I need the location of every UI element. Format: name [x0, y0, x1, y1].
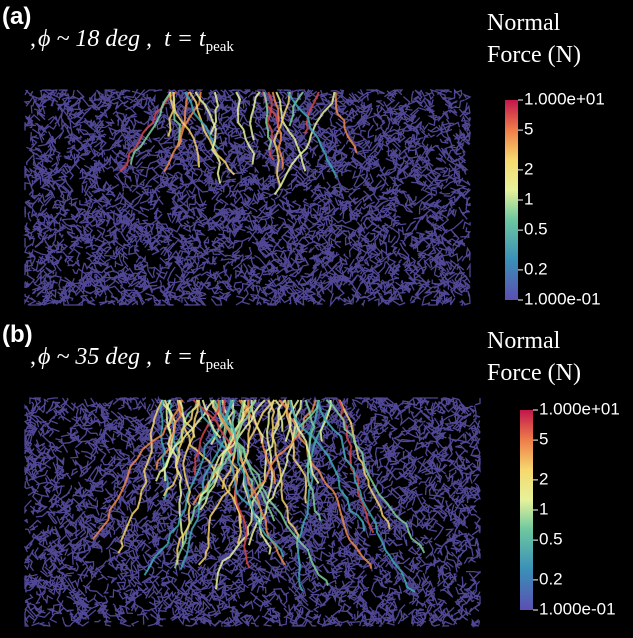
- contact-network: [23, 395, 482, 629]
- force-chain: [188, 91, 236, 176]
- colorbar-tick-label: 2: [524, 159, 533, 178]
- force-chain: [193, 399, 221, 475]
- panel: (a),ϕ ~ 18 deg , t = tpeak Normal Force (N)…: [2, 3, 605, 308]
- force-chain: [199, 399, 247, 511]
- colorbar-title: Force (N): [487, 42, 581, 68]
- force-chain: [286, 91, 338, 178]
- force-chain: [176, 399, 199, 565]
- colorbar-tick-label: 0.2: [524, 259, 548, 278]
- caption-prefix: ,: [30, 26, 36, 52]
- colorbar-tick-label: 1.000e-01: [539, 599, 616, 618]
- force-chain: [172, 91, 201, 168]
- force-chain: [216, 399, 286, 566]
- force-chain: [284, 399, 308, 504]
- force-chain: [265, 399, 275, 499]
- caption-subscript: peak: [206, 357, 235, 373]
- force-chain: [284, 399, 300, 442]
- force-chain: [266, 91, 275, 161]
- force-chain: [163, 399, 173, 432]
- force-chain: [274, 399, 284, 432]
- panel-caption: ,ϕ ~ 35 deg , t = tpeak: [30, 344, 234, 373]
- force-chain: [209, 91, 220, 136]
- caption-prefix: ,: [30, 344, 36, 370]
- colorbar-tick-label: 1: [524, 189, 533, 208]
- force-chain: [235, 91, 256, 165]
- colorbar: [505, 100, 518, 300]
- panel-label: (a): [2, 3, 31, 30]
- force-chain: [271, 91, 284, 170]
- caption-angle: ϕ ~ 35 deg ,: [38, 344, 152, 370]
- colorbar-title: Force (N): [487, 360, 581, 386]
- force-chain: [304, 399, 322, 521]
- force-chain: [338, 399, 391, 530]
- force-chain: [178, 399, 196, 438]
- force-chain: [249, 91, 261, 141]
- force-chain: [117, 399, 164, 554]
- force-chain: [163, 399, 172, 482]
- force-chain: [201, 399, 222, 439]
- colorbar-tick-label: 1: [539, 499, 548, 518]
- caption-subscript: peak: [206, 39, 235, 55]
- force-chain: [92, 399, 182, 540]
- colorbar-tick-label: 5: [539, 430, 548, 449]
- force-chain: [275, 91, 307, 172]
- panel-caption: ,ϕ ~ 18 deg , t = tpeak: [30, 26, 234, 55]
- caption-angle: ϕ ~ 18 deg ,: [38, 26, 152, 52]
- force-chain: [288, 399, 366, 532]
- caption-time: t = t: [164, 26, 207, 52]
- force-chain: [246, 399, 317, 501]
- panel-label: (b): [2, 321, 33, 348]
- force-chain: [273, 399, 290, 430]
- force-chain: [159, 399, 169, 501]
- force-chain: [272, 91, 291, 187]
- force-chain: [288, 91, 304, 127]
- force-chain: [129, 91, 172, 165]
- colorbar-tick-label: 0.5: [524, 220, 548, 239]
- force-chain: [155, 399, 184, 470]
- force-chain: [199, 399, 256, 503]
- force-chain: [167, 91, 175, 137]
- colorbar-title: Normal: [487, 328, 561, 354]
- force-chain: [179, 399, 236, 570]
- colorbar-tick-label: 1.000e-01: [524, 289, 601, 308]
- force-chain: [194, 91, 222, 184]
- force-chain: [219, 400, 285, 558]
- contact-network: [22, 88, 472, 308]
- colorbar-tick-label: 5: [524, 120, 533, 139]
- caption-time: t = t: [164, 344, 207, 370]
- colorbar-tick-label: 2: [539, 469, 548, 488]
- force-chain: [316, 399, 416, 593]
- colorbar: [520, 410, 533, 610]
- force-chain: [334, 91, 358, 154]
- colorbar-tick-label: 0.5: [539, 530, 563, 549]
- colorbar-tick-label: 0.2: [539, 569, 563, 588]
- force-chain: [325, 399, 426, 554]
- force-chain: [296, 399, 319, 592]
- colorbar-title: Normal: [487, 10, 561, 36]
- force-chain: [267, 399, 300, 548]
- force-chain: [215, 399, 286, 590]
- panel: (b),ϕ ~ 35 deg , t = tpeak Normal Force (N)…: [2, 321, 620, 629]
- force-chain: [263, 91, 273, 150]
- force-chain: [161, 399, 185, 548]
- force-chain: [162, 399, 200, 497]
- force-chain: [273, 91, 336, 196]
- colorbar-tick-label: 1.000e+01: [539, 399, 620, 418]
- force-chain: [197, 399, 276, 566]
- colorbar-tick-label: 1.000e+01: [524, 89, 605, 108]
